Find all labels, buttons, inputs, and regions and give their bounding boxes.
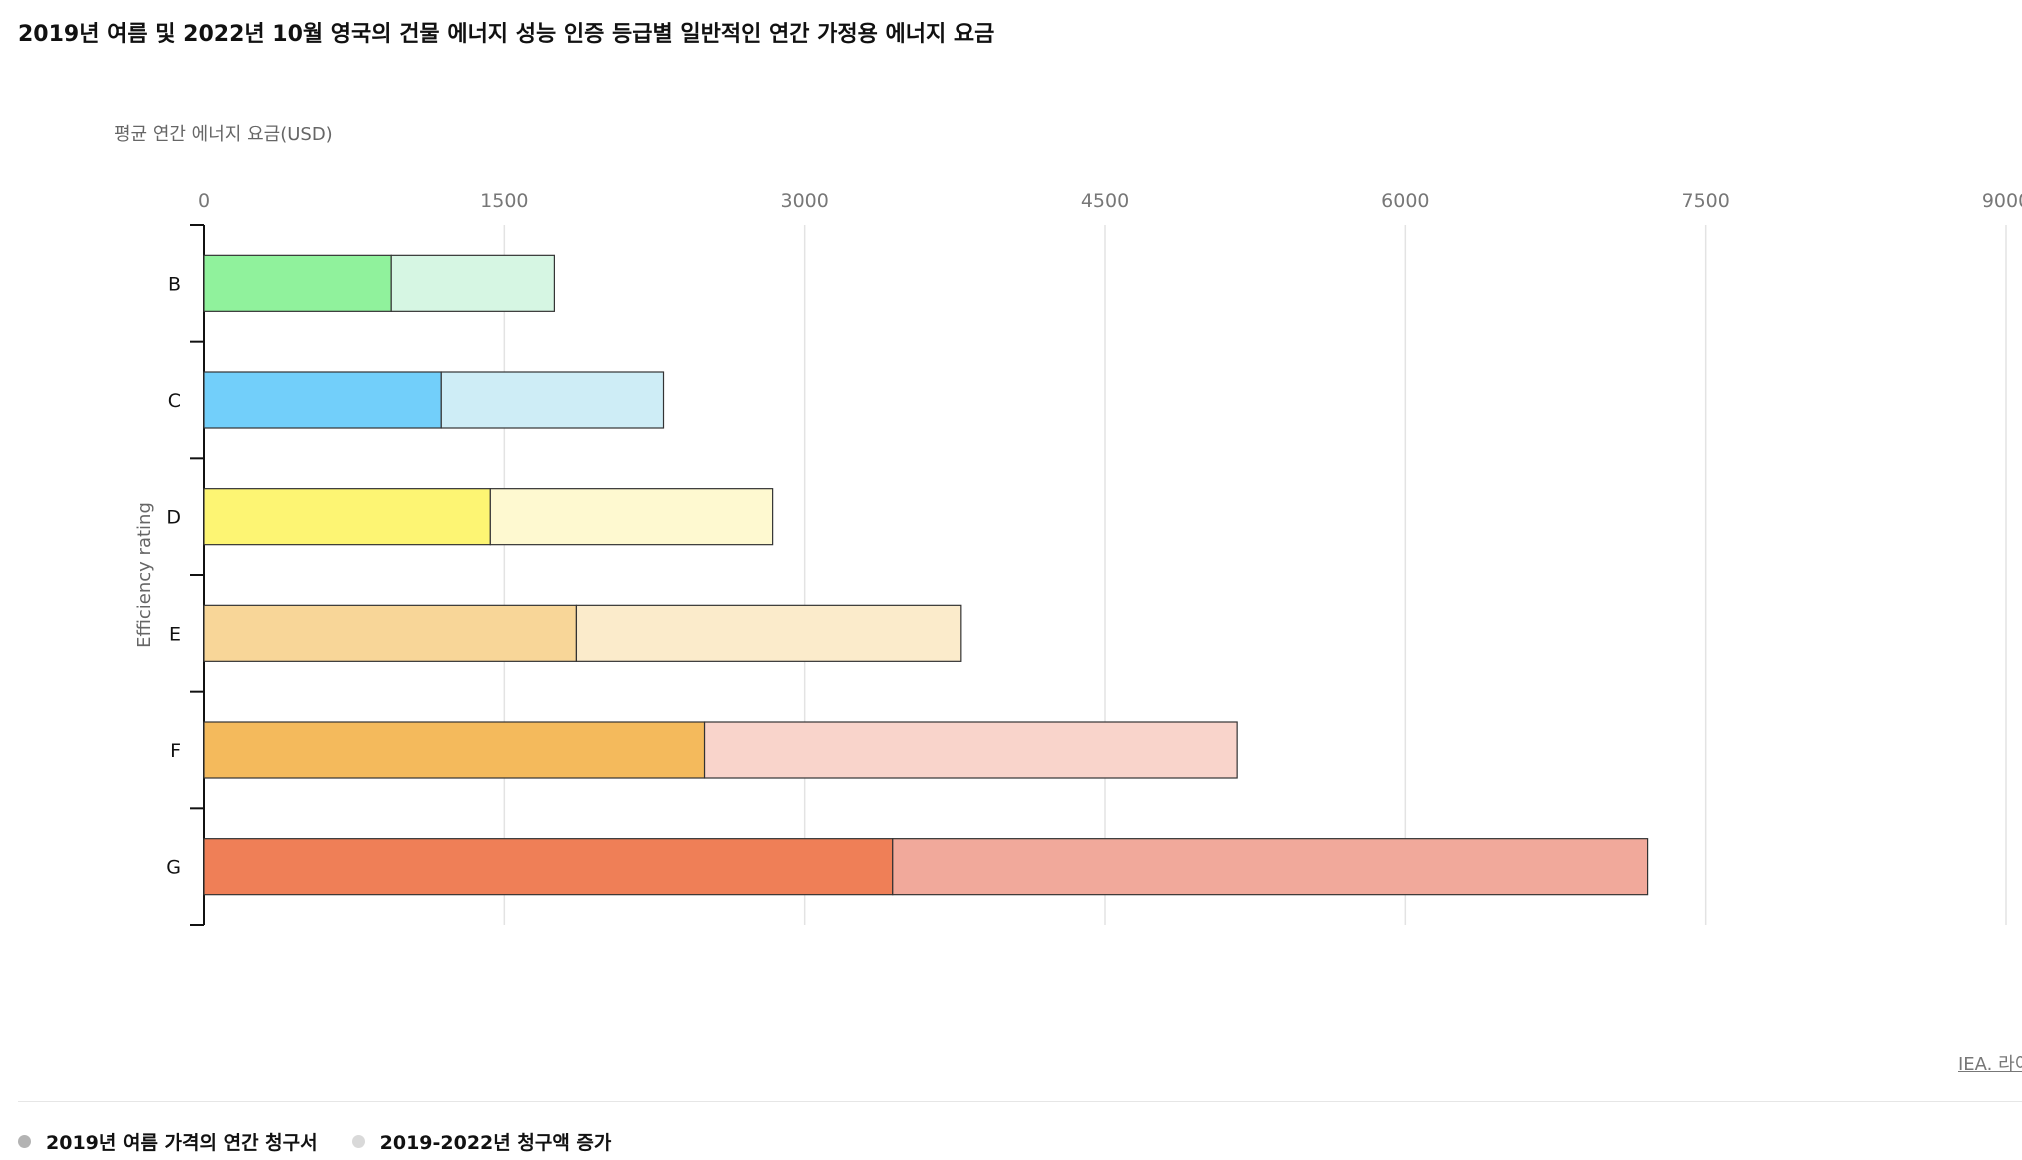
bar-segment-2019	[203, 371, 442, 429]
category-label: G	[166, 857, 181, 879]
x-tick-label: 9000	[1982, 190, 2022, 212]
x-tick-label: 0	[198, 190, 210, 212]
bar-segment-increase	[703, 721, 1238, 779]
y-axis-title: Efficiency rating	[134, 502, 155, 648]
legend-dot-icon	[351, 1135, 365, 1148]
legend-item-increase[interactable]: 2019-2022년 청구액 증가	[351, 1128, 612, 1155]
x-tick-label: 3000	[780, 190, 828, 212]
bar-segment-2019	[203, 488, 491, 546]
category-label: B	[168, 273, 181, 295]
x-axis-title: 평균 연간 에너지 요금(USD)	[114, 124, 333, 145]
x-tick-label: 6000	[1381, 190, 1429, 212]
bar-segment-2019	[203, 721, 706, 779]
legend-dot-icon	[18, 1135, 31, 1148]
bar-segment-2019	[203, 254, 392, 312]
bar-segment-2019	[203, 838, 894, 896]
source-link[interactable]: IEA. 라이	[1958, 1054, 2022, 1075]
bar-segment-increase	[892, 838, 1649, 896]
legend-divider	[18, 1101, 2022, 1102]
bar-segment-2019	[203, 604, 578, 662]
x-tick-label: 4500	[1081, 190, 1129, 212]
legend-item-2019[interactable]: 2019년 여름 가격의 연간 청구서	[18, 1128, 318, 1155]
legend-label: 2019년 여름 가격의 연간 청구서	[46, 1132, 318, 1154]
legend: 2019년 여름 가격의 연간 청구서 2019-2022년 청구액 증가	[18, 1128, 645, 1155]
bar-segment-increase	[440, 371, 665, 429]
category-label: C	[168, 390, 181, 412]
category-label: D	[166, 507, 181, 529]
bar-segment-increase	[390, 254, 555, 312]
bar-segment-increase	[575, 604, 962, 662]
bar-segment-increase	[489, 488, 774, 546]
x-tick-label: 1500	[480, 190, 528, 212]
category-label: E	[169, 623, 181, 645]
x-tick-label: 7500	[1681, 190, 1729, 212]
category-label: F	[170, 740, 181, 762]
chart-title: 2019년 여름 및 2022년 10월 영국의 건물 에너지 성능 인증 등급…	[18, 22, 995, 47]
bar-chart: 평균 연간 에너지 요금(USD) 0 1500 3000 4500 6000 7500 90…	[114, 124, 2022, 926]
legend-label: 2019-2022년 청구액 증가	[379, 1132, 612, 1154]
